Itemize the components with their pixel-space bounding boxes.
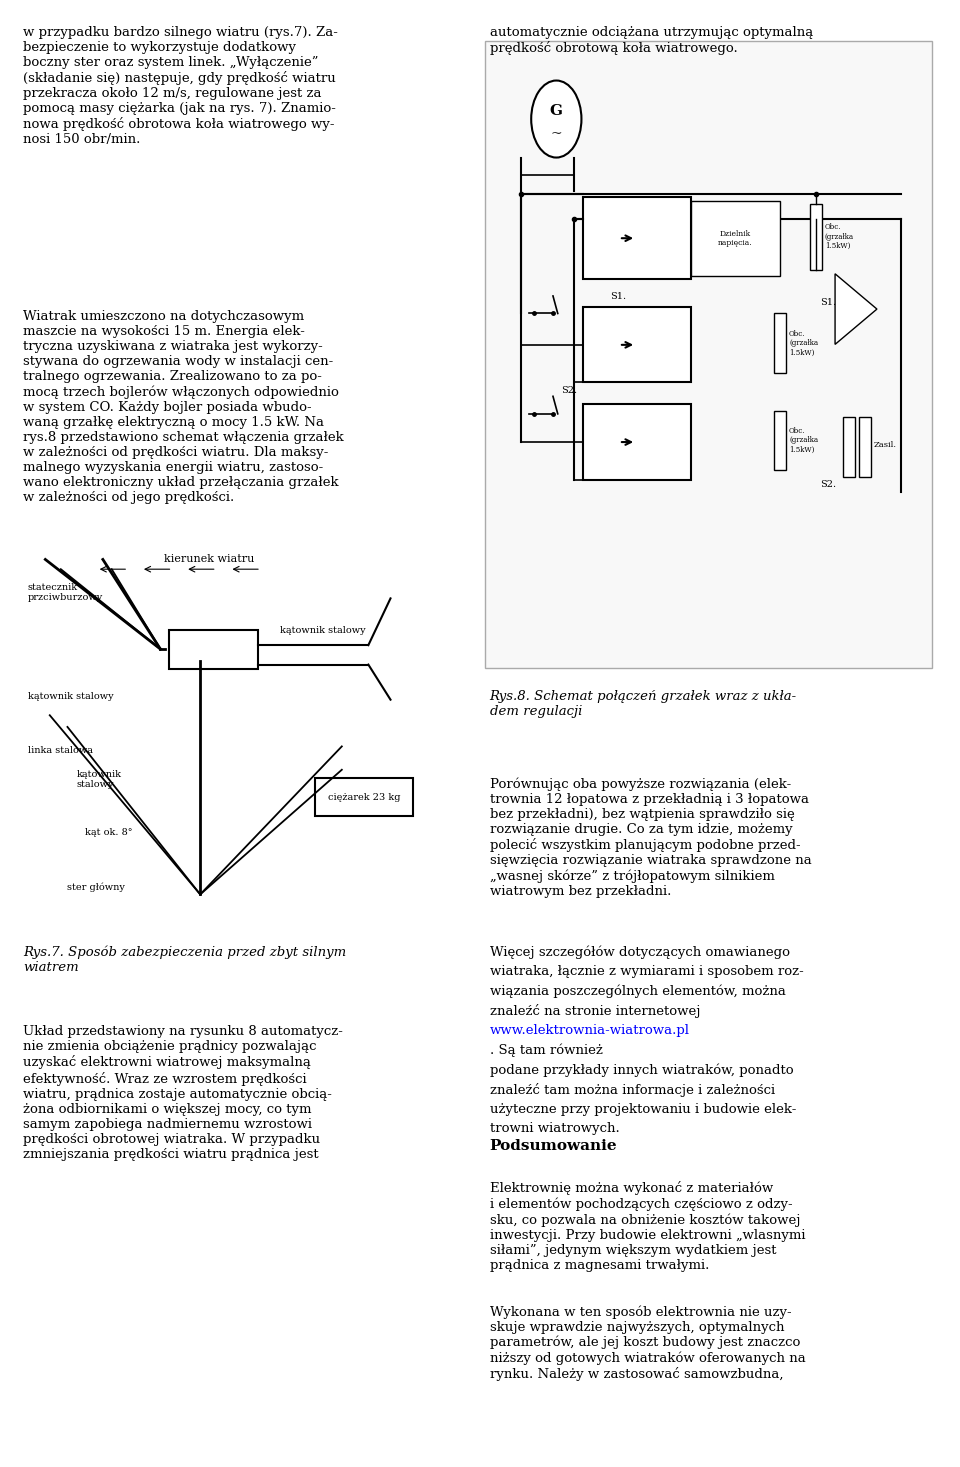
Text: Elektrownię można wykonać z materiałów
i elementów pochodzących częściowo z odzy: Elektrownię można wykonać z materiałów i…: [490, 1181, 805, 1272]
Text: Zasil.: Zasil.: [874, 442, 897, 449]
Text: Rys.8. Schemat połączeń grzałek wraz z ukła-
dem regulacji: Rys.8. Schemat połączeń grzałek wraz z u…: [490, 689, 797, 717]
Text: Obc.
(grzałka
1.5kW): Obc. (grzałka 1.5kW): [825, 223, 853, 249]
Text: kątownik stalowy: kątownik stalowy: [280, 625, 366, 635]
Text: podane przykłady innych wiatraków, ponadto: podane przykłady innych wiatraków, ponad…: [490, 1064, 793, 1077]
Text: wiązania poszczególnych elementów, można: wiązania poszczególnych elementów, można: [490, 984, 785, 998]
Text: G: G: [550, 104, 563, 117]
Text: Układ przedstawiony na rysunku 8 automatycz-
nie zmienia obciążenie prądnicy poz: Układ przedstawiony na rysunku 8 automat…: [23, 1025, 343, 1160]
Bar: [809, 204, 822, 270]
Bar: [843, 417, 855, 477]
Text: S2.: S2.: [561, 386, 577, 395]
Text: Porównując oba powyższe rozwiązania (elek-
trownia 12 łopatowa z przekładnią i 3: Porównując oba powyższe rozwiązania (ele…: [490, 778, 811, 898]
Text: użyteczne przy projektowaniu i budowie elek-: użyteczne przy projektowaniu i budowie e…: [490, 1103, 796, 1115]
Text: kątownik stalowy: kątownik stalowy: [28, 692, 113, 701]
Bar: [315, 778, 413, 817]
Text: S1.: S1.: [610, 292, 626, 301]
Bar: [774, 314, 786, 373]
Text: kierunek wiatru: kierunek wiatru: [164, 553, 254, 563]
Text: www.elektrownia-wiatrowa.pl: www.elektrownia-wiatrowa.pl: [490, 1024, 689, 1037]
Text: statecznik
przciwburzowy: statecznik przciwburzowy: [28, 582, 103, 603]
Text: Wiatrak umieszczono na dotychczasowym
maszcie na wysokości 15 m. Energia elek-
t: Wiatrak umieszczono na dotychczasowym ma…: [23, 311, 344, 505]
Text: Obc.
(grzałka
1.5kW): Obc. (grzałka 1.5kW): [789, 427, 818, 453]
Text: Podsumowanie: Podsumowanie: [490, 1138, 617, 1153]
Bar: [583, 405, 690, 480]
Bar: [169, 629, 257, 669]
Text: S2.: S2.: [820, 480, 836, 489]
Text: Więcej szczegółów dotyczących omawianego: Więcej szczegółów dotyczących omawianego: [490, 945, 789, 958]
Text: Wykonana w ten sposób elektrownia nie uzy-
skuje wprawdzie najwyższych, optymaln: Wykonana w ten sposób elektrownia nie uz…: [490, 1306, 805, 1382]
Text: znaleźć tam można informacje i zależności: znaleźć tam można informacje i zależnośc…: [490, 1083, 775, 1097]
Text: kąt ok. 8°: kąt ok. 8°: [85, 829, 132, 838]
Text: Rys.7. Sposób zabezpieczenia przed zbyt silnym
wiatrem: Rys.7. Sposób zabezpieczenia przed zbyt …: [23, 945, 347, 974]
Text: kątownik
stalowy: kątownik stalowy: [76, 770, 121, 789]
Text: Obc.
(grzałka
1.5kW): Obc. (grzałka 1.5kW): [789, 330, 818, 356]
Text: Dzielnik
napięcia.: Dzielnik napięcia.: [718, 230, 753, 246]
Bar: [774, 411, 786, 471]
Text: wiatraka, łącznie z wymiarami i sposobem roz-: wiatraka, łącznie z wymiarami i sposobem…: [490, 965, 804, 977]
Bar: [859, 417, 871, 477]
Bar: [485, 41, 932, 667]
Text: ~: ~: [550, 128, 563, 141]
Circle shape: [531, 81, 582, 157]
Bar: [583, 307, 690, 383]
Bar: [690, 201, 780, 276]
Text: automatycznie odciążana utrzymując optymalną
prędkość obrotową koła wiatrowego.: automatycznie odciążana utrzymując optym…: [490, 26, 813, 56]
Text: . Są tam również: . Są tam również: [490, 1043, 602, 1056]
Text: linka stalowa: linka stalowa: [28, 747, 92, 756]
Text: znaleźć na stronie internetowej: znaleźć na stronie internetowej: [490, 1003, 700, 1018]
Polygon shape: [835, 274, 876, 345]
Text: ciężarek 23 kg: ciężarek 23 kg: [327, 792, 400, 801]
Text: ster główny: ster główny: [67, 883, 126, 892]
Text: trowni wiatrowych.: trowni wiatrowych.: [490, 1122, 619, 1135]
Text: w przypadku bardzo silnego wiatru (rys.7). Za-
bezpieczenie to wykorzystuje doda: w przypadku bardzo silnego wiatru (rys.7…: [23, 26, 338, 147]
Text: S1.: S1.: [820, 298, 836, 307]
Bar: [583, 198, 690, 279]
